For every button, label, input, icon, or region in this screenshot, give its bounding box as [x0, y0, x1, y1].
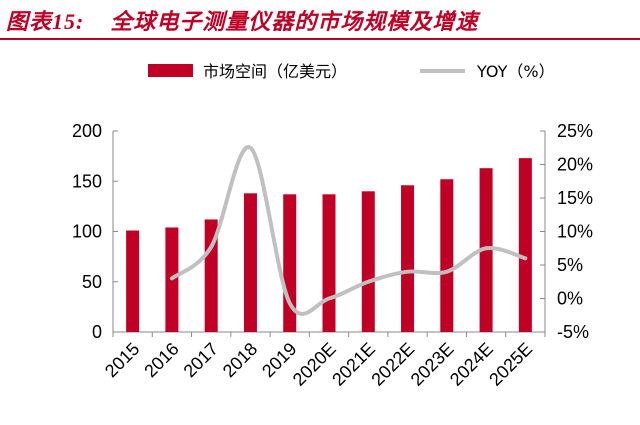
yoy-point — [248, 146, 252, 150]
bar — [518, 158, 532, 332]
right-tick-label: -5% — [557, 322, 589, 342]
bar — [361, 191, 375, 332]
x-tick-label: 2015 — [101, 339, 143, 381]
yoy-line — [169, 145, 528, 316]
x-tick-label: 2024E — [446, 339, 497, 390]
bar — [204, 219, 218, 332]
yoy-point — [406, 270, 410, 274]
bar — [401, 185, 415, 332]
right-tick-label: 10% — [557, 222, 593, 242]
x-tick-label: 2022E — [367, 339, 418, 390]
legend-label-line: YOY（%） — [476, 62, 555, 81]
x-tick-label: 2016 — [140, 339, 182, 381]
title-prefix: 图表 — [6, 10, 53, 35]
chart-title: 图表15: 全球电子测量仪器的市场规模及增速 — [6, 4, 478, 36]
yoy-point — [327, 297, 331, 300]
x-tick-label: 2023E — [407, 339, 458, 390]
line-series — [169, 145, 528, 316]
left-tick-label: 100 — [72, 222, 102, 242]
yoy-point — [523, 256, 527, 260]
bar — [322, 194, 336, 332]
title-number: 15: — [52, 9, 85, 34]
x-tick-label: 2018 — [219, 339, 261, 381]
right-tick-label: 5% — [557, 255, 583, 275]
yoy-point — [288, 301, 292, 305]
x-tick-label: 2017 — [180, 339, 222, 381]
bar — [243, 193, 257, 332]
right-tick-label: 15% — [557, 188, 593, 208]
legend-swatch-bar — [148, 64, 193, 77]
bar-series — [126, 158, 532, 332]
x-tick-label: 2021E — [328, 339, 379, 390]
yoy-point — [170, 276, 174, 280]
left-tick-label: 0 — [92, 322, 102, 342]
figure-header: 图表15: 全球电子测量仪器的市场规模及增速 — [0, 0, 640, 44]
left-tick-label: 50 — [82, 272, 102, 292]
x-tick-label: 2025E — [485, 339, 536, 390]
right-tick-label: 25% — [557, 121, 593, 141]
legend-label-bar: 市场空间（亿美元） — [203, 62, 347, 81]
left-tick-label: 150 — [72, 171, 102, 191]
yoy-point — [366, 280, 370, 284]
title-text: 全球电子测量仪器的市场规模及增速 — [110, 10, 479, 35]
yoy-point — [445, 270, 449, 274]
legend: 市场空间（亿美元） YOY（%） — [148, 62, 555, 81]
left-tick-label: 200 — [72, 121, 102, 141]
yoy-point — [484, 246, 488, 250]
bar — [126, 230, 140, 332]
right-tick-label: 20% — [557, 155, 593, 175]
bar — [440, 179, 454, 332]
header-rule — [0, 38, 640, 40]
right-tick-label: 0% — [557, 289, 583, 309]
x-tick-label: 2020E — [289, 339, 340, 390]
yoy-point — [209, 245, 213, 249]
